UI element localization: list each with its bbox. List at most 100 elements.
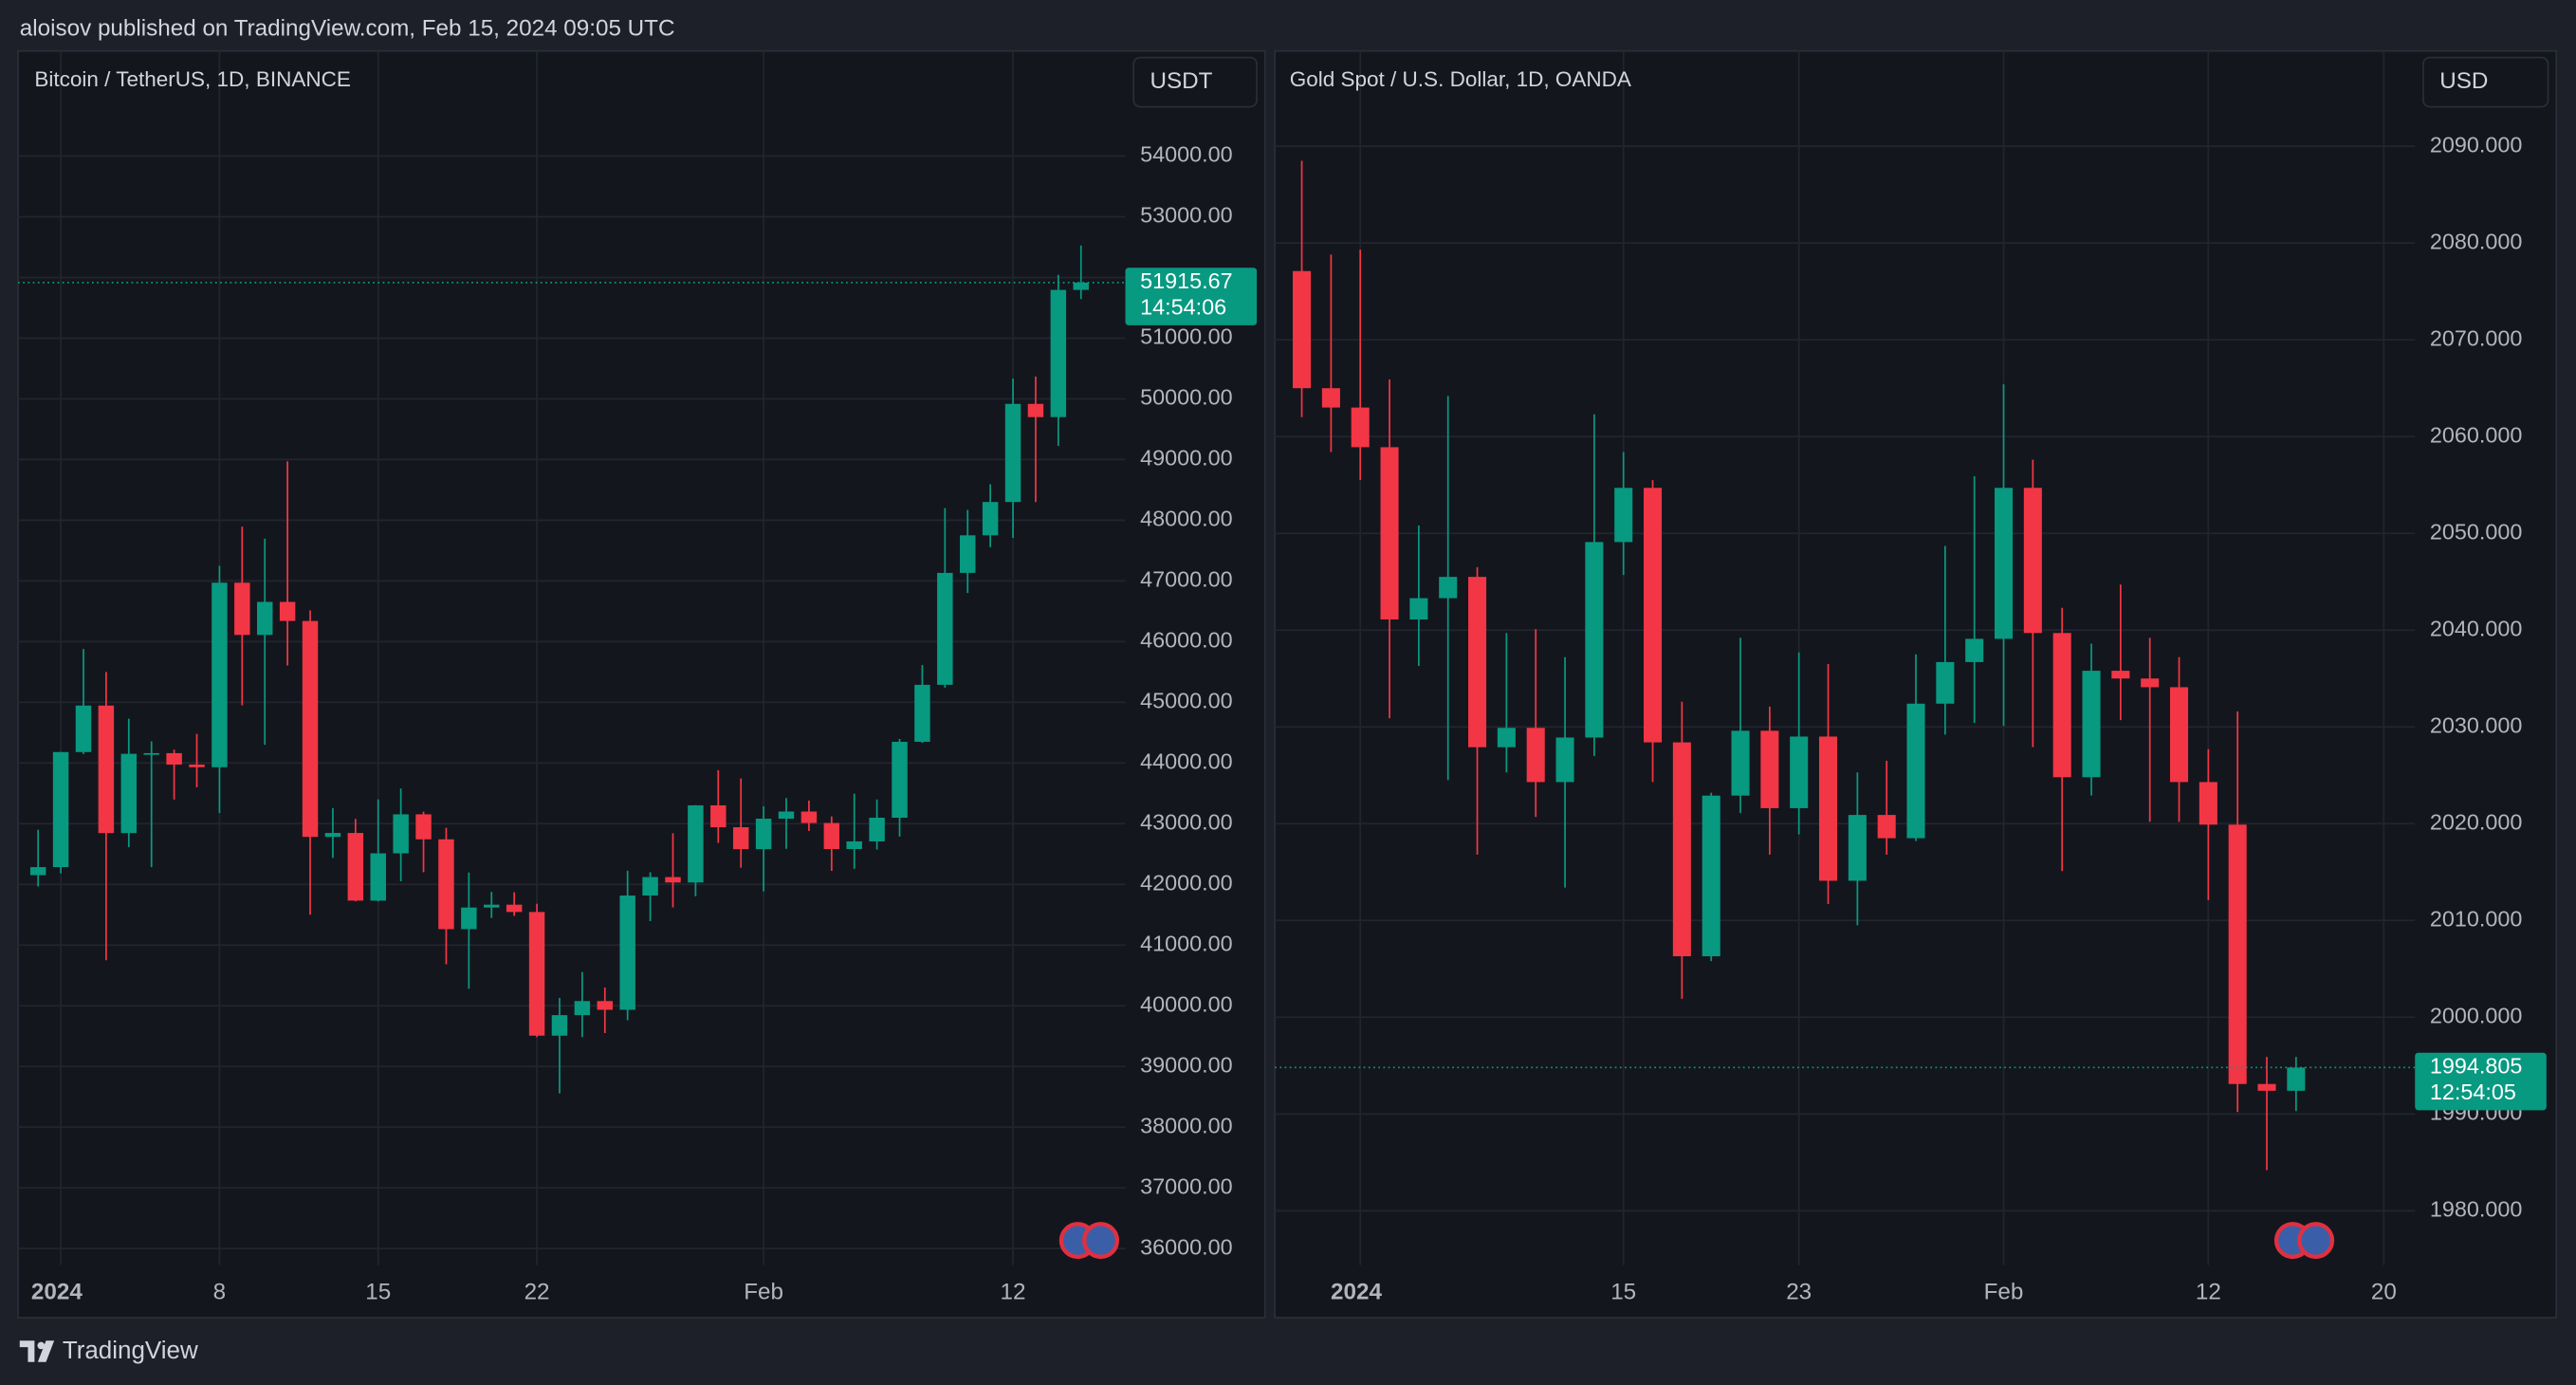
candle-body <box>189 764 205 767</box>
y-tick-label: 47000.00 <box>1140 567 1233 592</box>
y-tick-label: 51000.00 <box>1140 324 1233 349</box>
currency-button[interactable] <box>2422 56 2549 108</box>
price-label: 1994.805 <box>2430 1053 2523 1078</box>
candle-body <box>1555 737 1574 783</box>
y-tick-label: 2020.000 <box>2430 809 2523 834</box>
y-tick-label: 50000.00 <box>1140 385 1233 410</box>
y-tick-label: 2080.000 <box>2430 229 2523 253</box>
candle-body <box>846 840 862 850</box>
y-tick-label: 44000.00 <box>1140 748 1233 773</box>
candle-body <box>1526 728 1545 783</box>
candle-body <box>279 601 296 621</box>
candle-body <box>1050 289 1067 417</box>
candle-body <box>2287 1067 2306 1091</box>
x-tick-label: 8 <box>213 1279 226 1304</box>
candle-body <box>234 582 250 636</box>
x-tick-label: 23 <box>1786 1279 1812 1304</box>
candle-body <box>1293 270 1312 389</box>
candle-body <box>800 811 818 823</box>
candle-body <box>2169 687 2189 783</box>
candle-body <box>1409 598 1428 620</box>
candle-body <box>347 833 364 901</box>
candle-body <box>597 1001 614 1010</box>
y-tick-label: 2030.000 <box>2430 712 2523 737</box>
x-tick-label: 2024 <box>1331 1279 1382 1304</box>
x-tick-label: 2024 <box>31 1279 83 1304</box>
candle-body <box>324 833 341 838</box>
candle-body <box>823 822 840 850</box>
candle-body <box>1351 407 1370 448</box>
candle-body <box>506 904 523 913</box>
candle-body <box>1819 736 1838 881</box>
candle-body <box>2141 678 2160 688</box>
candle-body <box>688 804 704 883</box>
x-tick-label: Feb <box>1984 1279 2024 1304</box>
y-tick-label: 2060.000 <box>2430 422 2523 447</box>
candle-body <box>1497 728 1516 748</box>
y-tick-label: 2040.000 <box>2430 616 2523 640</box>
currency-button[interactable] <box>1132 56 1258 108</box>
x-tick-label: 15 <box>1610 1279 1636 1304</box>
price-label: 51915.67 <box>1140 268 1233 293</box>
candle-body <box>1614 488 1633 543</box>
candle-body <box>302 620 319 838</box>
x-tick-label: 15 <box>365 1279 391 1304</box>
candle-body <box>1965 638 1984 662</box>
candle-body <box>1731 730 1750 796</box>
candle-body <box>1877 815 1896 839</box>
candle-body <box>2023 488 2042 634</box>
x-tick-label: 12 <box>1001 1279 1026 1304</box>
candle-body <box>937 572 953 685</box>
candle-body <box>982 502 999 536</box>
candle-body <box>755 819 772 850</box>
candle-body <box>415 814 432 840</box>
candle-body <box>1760 730 1779 808</box>
countdown: 12:54:05 <box>2430 1080 2516 1104</box>
y-tick-label: 2010.000 <box>2430 906 2523 931</box>
candle-body <box>98 705 115 834</box>
candle-body <box>1936 661 1955 704</box>
y-tick-label: 2050.000 <box>2430 519 2523 544</box>
candle-body <box>1321 388 1340 408</box>
x-tick-label: 22 <box>524 1279 550 1304</box>
candle-body <box>120 753 138 834</box>
candle-body <box>1027 403 1044 417</box>
candle-body <box>732 827 749 850</box>
candle-body <box>1468 577 1487 748</box>
logo <box>19 1340 55 1362</box>
chart-title: Gold Spot / U.S. Dollar, 1D, OANDA <box>1290 67 1631 91</box>
y-tick-label: 41000.00 <box>1140 931 1233 955</box>
candle-body <box>143 752 159 755</box>
candle-body <box>892 741 908 819</box>
currency[interactable]: USD <box>2439 68 2488 94</box>
candle-body <box>2052 633 2071 778</box>
candle-body <box>1848 815 1867 881</box>
candle-body <box>1702 795 1720 957</box>
candle-body <box>1585 542 1604 738</box>
y-tick-label: 36000.00 <box>1140 1234 1233 1259</box>
candle-body <box>551 1015 568 1036</box>
candle-body <box>2228 824 2247 1084</box>
candle-body <box>1073 282 1089 290</box>
y-tick-label: 2000.000 <box>2430 1003 2523 1027</box>
y-tick-label: 42000.00 <box>1140 870 1233 895</box>
candle-body <box>484 904 500 908</box>
price-label-box <box>2415 1052 2547 1111</box>
candle-body <box>212 582 228 767</box>
candle-body <box>438 839 454 930</box>
candle-body <box>778 811 795 820</box>
y-tick-label: 45000.00 <box>1140 688 1233 712</box>
candle-body <box>1994 488 2014 639</box>
candle-body <box>75 705 92 752</box>
candle-body <box>665 877 681 883</box>
footer: TradingView <box>63 1336 198 1364</box>
y-tick-label: 54000.00 <box>1140 142 1233 167</box>
candle-body <box>2199 782 2217 825</box>
candle-body <box>52 751 69 868</box>
candle-body <box>869 818 885 841</box>
currency[interactable]: USDT <box>1150 68 1213 94</box>
candle-body <box>1380 447 1399 620</box>
candle-body <box>1004 403 1021 503</box>
y-tick-label: 39000.00 <box>1140 1052 1233 1077</box>
